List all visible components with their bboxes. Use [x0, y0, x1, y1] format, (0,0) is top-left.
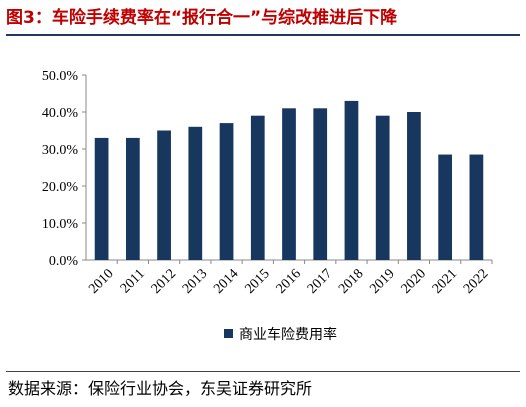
y-axis: 0.0% 10.0% 20.0% 30.0% 40.0% 50.0% [42, 69, 87, 269]
y-tick-label: 30.0% [42, 143, 79, 158]
x-tick-label-2019: 2019 [367, 266, 397, 296]
bar-2013 [188, 126, 203, 260]
figure-title: 图3：车险手续费率在“报行合一”与综改推进后下降 [6, 8, 398, 28]
bar-2018 [344, 100, 359, 261]
bar-2017 [313, 108, 328, 260]
x-tick-label-2013: 2013 [180, 266, 210, 296]
x-tick-label-2014: 2014 [211, 266, 241, 296]
bar-2015 [250, 115, 265, 260]
y-tick-label: 20.0% [42, 180, 79, 195]
x-tick-label-2015: 2015 [242, 266, 272, 296]
x-tick-label-2022: 2022 [461, 266, 491, 296]
bar-series [94, 100, 484, 261]
y-tick-label: 40.0% [42, 106, 79, 121]
bar-chart: 0.0%10.0%20.0%30.0%40.0%50.0% 2010 2011 20… [42, 69, 493, 343]
legend: 商业车险费用率 [224, 326, 337, 343]
source-divider [6, 371, 520, 372]
bar-2021 [438, 154, 453, 260]
x-tick-label-2020: 2020 [399, 266, 429, 296]
y-tick-label: 0.0% [49, 254, 79, 269]
x-tick-label-2017: 2017 [305, 266, 335, 296]
x-tick-label-2021: 2021 [430, 266, 460, 296]
x-axis: 2010 2011 2012 2013 2014 2015 2016 2017 2018 2019… [86, 259, 493, 297]
y-tick-label: 50.0% [42, 69, 79, 84]
bar-2019 [375, 115, 390, 260]
x-tick-label-2018: 2018 [336, 266, 366, 296]
legend-label: 商业车险费用率 [239, 326, 337, 343]
bar-2010 [94, 137, 109, 260]
y-tick-label: 10.0% [42, 217, 79, 232]
bar-2020 [407, 112, 421, 260]
x-tick-label-2011: 2011 [118, 266, 148, 296]
source-note: 数据来源：保险行业协会，东吴证券研究所 [8, 379, 313, 398]
bar-2012 [157, 130, 171, 260]
title-divider [6, 34, 520, 36]
legend-swatch [224, 329, 233, 338]
bar-2014 [219, 123, 234, 260]
bar-2011 [125, 137, 140, 260]
x-tick-label-2012: 2012 [149, 266, 179, 296]
x-tick-label-2016: 2016 [274, 266, 304, 296]
bar-2016 [282, 108, 296, 260]
x-tick-label-2010: 2010 [86, 266, 116, 296]
bar-2022 [469, 154, 484, 260]
